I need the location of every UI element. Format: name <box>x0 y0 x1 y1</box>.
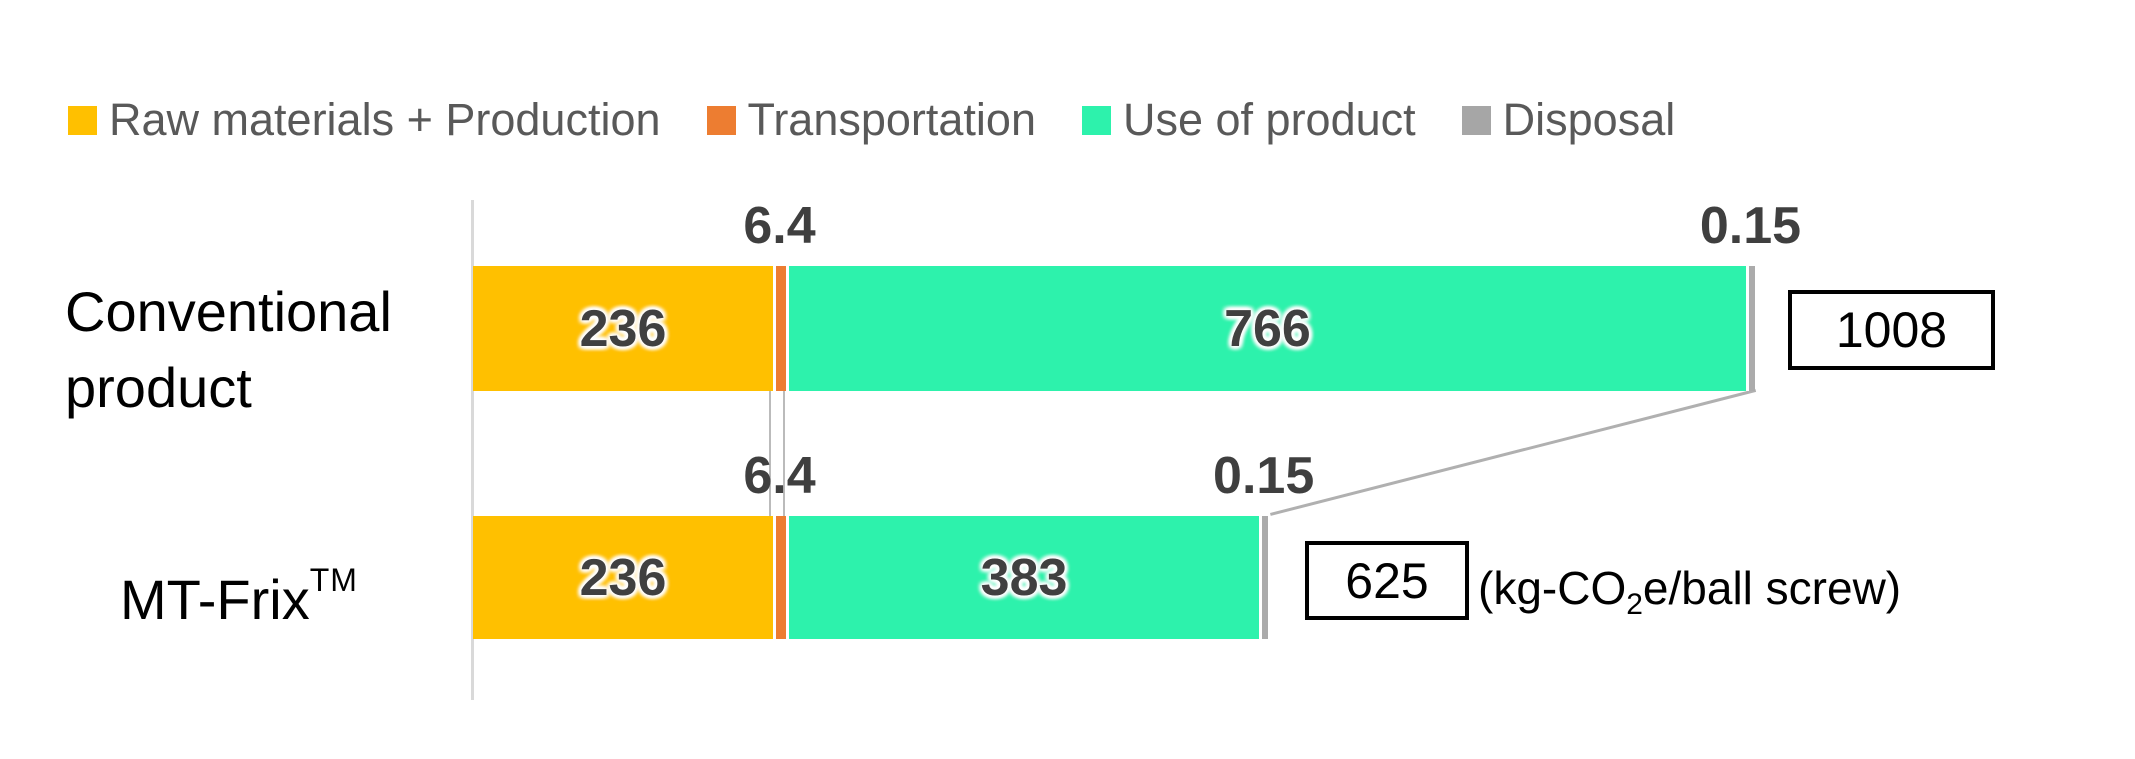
bar-segment-conventional-product-disposal <box>1746 266 1755 391</box>
legend-label: Disposal <box>1502 94 1676 145</box>
legend-swatch-disposal-icon <box>1461 105 1491 135</box>
total-value: 625 <box>1345 552 1429 609</box>
legend-label: Raw materials + Production <box>109 94 661 145</box>
unit-label: (kg-CO2e/ball screw) <box>1478 556 1901 637</box>
bar-callout-label: 6.4 <box>743 447 816 505</box>
legend-swatch-use-of-product-icon <box>1081 105 1111 135</box>
series-connector-line <box>769 389 771 516</box>
bar-value-label: 766 <box>1224 299 1311 358</box>
unit-label-suffix: e/ball screw) <box>1642 562 1902 614</box>
series-connector-line-diagonal <box>1270 388 1757 516</box>
unit-label-subscript: 2 <box>1626 588 1643 621</box>
trademark-superscript: TM <box>309 562 358 598</box>
bar-callout-label: 0.15 <box>1213 447 1315 505</box>
legend-label: Transportation <box>747 94 1036 145</box>
total-box-conventional: 1008 <box>1788 290 1995 370</box>
chart-legend: Raw materials + Production Transportatio… <box>68 96 1675 144</box>
bar-segment-mt-frix-transportation <box>772 516 786 639</box>
series-connector-line <box>783 389 785 516</box>
category-label-line: MT-Frix <box>120 568 310 631</box>
bar-segment-conventional-product-use-of-product: 766 <box>785 266 1746 391</box>
legend-item-use-of-product: Use of product <box>1081 94 1416 145</box>
bar-segment-conventional-product-transportation <box>772 266 786 391</box>
bar-callout-label: 0.15 <box>1699 197 1802 255</box>
legend-item-transportation: Transportation <box>706 94 1036 145</box>
category-label-line: Conventional <box>65 280 392 343</box>
bar-value-label: 383 <box>980 548 1068 607</box>
unit-label-prefix: (kg-CO <box>1478 562 1627 614</box>
bar-value-label: 236 <box>579 548 667 607</box>
category-label-line: product <box>65 356 252 419</box>
bar-segment-mt-frix-use-of-product: 383 <box>785 516 1260 639</box>
legend-label: Use of product <box>1122 94 1416 145</box>
bar-segment-conventional-product-raw-materials-production: 236 <box>473 266 773 391</box>
bar-callout-label: 6.4 <box>743 197 816 255</box>
bar-value-label: 236 <box>579 299 667 358</box>
legend-item-raw-materials-production: Raw materials + Production <box>68 96 661 144</box>
category-label-mt-frix: MT-FrixTM <box>120 542 358 638</box>
category-label-conventional-product: Conventional product <box>65 274 392 426</box>
bar-segment-mt-frix-disposal <box>1259 516 1269 639</box>
legend-swatch-transportation-icon <box>706 105 736 135</box>
legend-swatch-raw-materials-production-icon <box>68 105 97 135</box>
legend-item-disposal: Disposal <box>1461 94 1676 145</box>
total-value: 1008 <box>1835 302 1948 358</box>
category-axis-line <box>471 200 474 700</box>
bar-segment-mt-frix-raw-materials-production: 236 <box>473 516 773 639</box>
total-box-mt-frix: 625 <box>1305 541 1469 620</box>
